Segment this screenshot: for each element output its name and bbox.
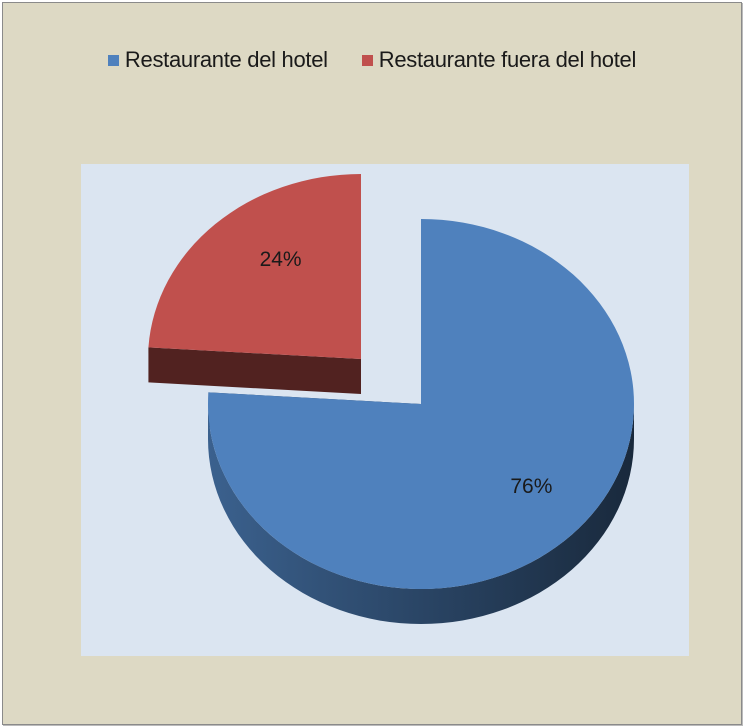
legend-swatch-restaurante-fuera-del-hotel [361, 54, 373, 66]
slice-restaurante-fuera-del-hotel [148, 174, 361, 359]
legend: Restaurante del hotel Restaurante fuera … [3, 47, 741, 73]
legend-label-restaurante-del-hotel: Restaurante del hotel [124, 47, 328, 72]
pie-chart: 76% 24% [148, 174, 634, 624]
slice-restaurante-del-hotel [208, 219, 634, 589]
legend-label-restaurante-fuera-del-hotel: Restaurante fuera del hotel [378, 47, 637, 72]
legend-item-restaurante-fuera-del-hotel: Restaurante fuera del hotel [361, 47, 637, 73]
data-label-restaurante-del-hotel: 76% [510, 475, 552, 498]
data-label-restaurante-fuera-del-hotel: 24% [260, 248, 302, 271]
slice-side-restaurante-del-hotel-0 [208, 404, 634, 624]
pie-labels: 76% 24% [260, 248, 553, 498]
plot-area: 76% 24% [81, 164, 689, 656]
legend-item-restaurante-del-hotel: Restaurante del hotel [107, 47, 328, 73]
pie-tops [148, 174, 634, 589]
slice-face-restaurante-fuera-del-hotel-0 [148, 347, 361, 394]
legend-swatch-restaurante-del-hotel [107, 54, 119, 66]
